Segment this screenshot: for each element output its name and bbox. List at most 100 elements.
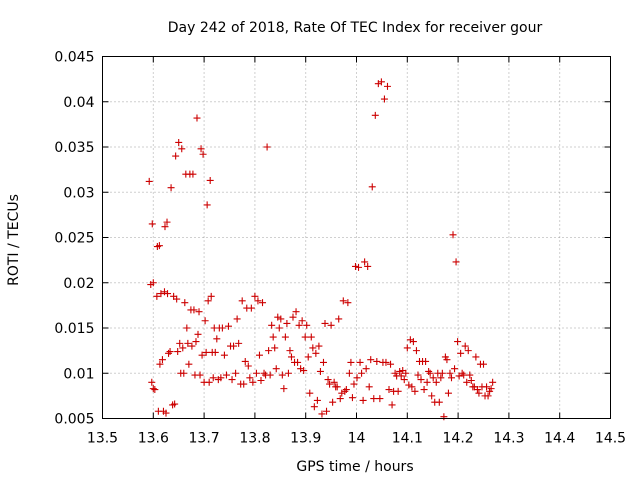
data-point (426, 369, 434, 377)
data-point (185, 360, 193, 368)
data-point (298, 317, 306, 325)
data-point (435, 398, 443, 406)
data-point (251, 292, 259, 300)
data-point (265, 347, 273, 355)
data-point (284, 369, 292, 377)
data-point (316, 367, 324, 375)
data-point (275, 324, 283, 332)
data-point (244, 362, 252, 370)
data-point (295, 321, 303, 329)
data-point (268, 321, 276, 329)
data-point (230, 342, 238, 350)
data-point (148, 378, 156, 386)
data-point (447, 374, 455, 382)
data-point (158, 356, 166, 364)
data-point (156, 360, 164, 368)
data-point (303, 321, 311, 329)
data-point (376, 395, 384, 403)
data-point (277, 315, 285, 323)
data-point (194, 330, 202, 338)
data-point (329, 398, 337, 406)
data-point (199, 150, 207, 158)
data-point (249, 378, 257, 386)
data-point (370, 395, 378, 403)
data-point (233, 315, 241, 323)
data-point (330, 378, 338, 386)
data-point (449, 231, 457, 239)
data-point (272, 365, 280, 373)
data-point (313, 396, 321, 404)
data-point (278, 371, 286, 379)
data-point (161, 223, 169, 231)
data-point (292, 308, 300, 316)
data-point (380, 95, 388, 103)
data-point (440, 413, 448, 421)
x-tick-label: 14.1 (392, 431, 423, 447)
data-point (220, 351, 228, 359)
data-point (247, 304, 255, 312)
data-points (145, 78, 497, 421)
data-point (402, 369, 410, 377)
data-point (213, 335, 221, 343)
data-point (183, 324, 191, 332)
data-point (309, 344, 317, 352)
data-point (315, 342, 323, 350)
data-point (280, 385, 288, 393)
data-point (367, 356, 375, 364)
data-point (155, 242, 163, 250)
x-tick-label: 13.8 (239, 431, 270, 447)
data-point (318, 410, 326, 418)
y-tick-labels: 0.005 0.01 0.015 0.02 0.025 0.03 0.035 0.04 0.04… (54, 50, 94, 428)
data-point (252, 369, 260, 377)
x-tick-label: 14.4 (544, 431, 575, 447)
data-point (301, 333, 309, 341)
y-tick-label: 0.02 (63, 276, 94, 292)
data-point (446, 369, 454, 377)
data-point (487, 385, 495, 393)
data-point (218, 324, 226, 332)
data-point (466, 371, 474, 379)
data-point (157, 290, 165, 298)
data-point (172, 152, 180, 160)
data-point (388, 401, 396, 409)
y-axis-label: ROTI / TECUs (6, 194, 22, 286)
data-point (364, 262, 372, 270)
data-point (306, 389, 314, 397)
data-point (209, 374, 217, 382)
data-point (153, 292, 161, 300)
data-point (365, 383, 373, 391)
data-point (202, 348, 210, 356)
data-point (353, 374, 361, 382)
data-point (289, 313, 297, 321)
data-point (461, 342, 469, 350)
data-point (286, 347, 294, 355)
data-point (385, 386, 393, 394)
chart-title: Day 242 of 2018, Rate Of TEC Index for r… (168, 20, 543, 36)
data-point (188, 342, 196, 350)
data-point (420, 386, 428, 394)
y-tick-label: 0.035 (54, 140, 94, 156)
x-axis-label: GPS time / hours (296, 459, 413, 475)
data-point (444, 389, 452, 397)
data-point (190, 306, 198, 314)
data-point (266, 371, 274, 379)
data-point (345, 369, 353, 377)
x-tick-label: 13.7 (189, 431, 220, 447)
data-point (283, 319, 291, 327)
data-point (373, 357, 381, 365)
data-point (196, 371, 204, 379)
data-point (452, 258, 460, 266)
data-point (412, 347, 420, 355)
data-point (324, 376, 332, 384)
data-point (167, 184, 175, 192)
data-point (246, 374, 254, 382)
data-point (189, 170, 197, 178)
data-point (351, 262, 359, 270)
data-point (463, 378, 471, 386)
data-point (355, 263, 363, 271)
data-point (368, 183, 376, 191)
data-point (162, 409, 170, 417)
data-point (149, 279, 157, 287)
axis-ticks (102, 56, 611, 419)
